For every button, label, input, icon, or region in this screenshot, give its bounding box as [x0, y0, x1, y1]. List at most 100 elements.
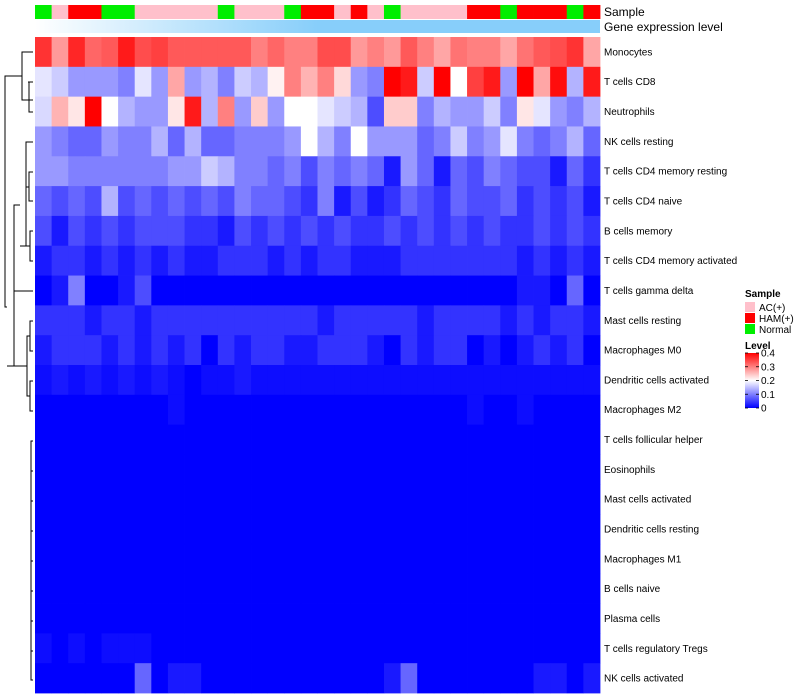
heatmap-cell	[167, 215, 185, 247]
heatmap-cell	[566, 275, 584, 306]
heatmap-cell	[467, 543, 485, 575]
heatmap-cell	[583, 275, 601, 306]
heatmap-cell	[550, 275, 568, 306]
heatmap-cell	[35, 126, 53, 157]
sample-cell	[251, 5, 269, 19]
row-label: T cells follicular helper	[604, 435, 703, 446]
heatmap-cell	[217, 37, 235, 68]
heatmap-cell	[583, 365, 601, 396]
heatmap-cell	[167, 365, 185, 396]
heatmap-cell	[234, 484, 252, 515]
heatmap-cell	[101, 603, 119, 634]
heatmap-cell	[383, 514, 401, 545]
heatmap-cell	[234, 603, 252, 634]
heatmap-cell	[251, 543, 269, 575]
heatmap-cell	[550, 514, 568, 545]
heatmap-cell	[433, 394, 451, 426]
heatmap-cell	[433, 603, 451, 634]
heatmap-cell	[400, 663, 418, 694]
heatmap-cell	[300, 126, 318, 157]
heatmap-cell	[450, 543, 468, 575]
heatmap-cell	[400, 603, 418, 634]
heatmap-cell	[118, 126, 136, 157]
heatmap-cell	[566, 186, 584, 217]
row-label: Mast cells resting	[604, 316, 681, 327]
heatmap-cell	[151, 394, 169, 426]
heatmap-cell	[35, 335, 53, 366]
heatmap-cell	[51, 126, 69, 157]
heatmap-cell	[433, 37, 451, 68]
heatmap-cell	[483, 663, 501, 694]
heatmap-cell	[350, 305, 368, 336]
heatmap-cell	[334, 126, 352, 157]
heatmap-cell	[533, 573, 551, 604]
heatmap-cell	[383, 126, 401, 157]
heatmap-cell	[334, 335, 352, 366]
heatmap-cell	[284, 543, 302, 575]
heatmap-cell	[217, 245, 235, 276]
sample-cell	[134, 5, 152, 19]
heatmap-cell	[450, 573, 468, 604]
heatmap-cell	[68, 603, 86, 634]
heatmap-cell	[151, 424, 169, 455]
heatmap-cell	[467, 573, 485, 604]
heatmap-cell	[167, 424, 185, 455]
heatmap-cell	[68, 186, 86, 217]
heatmap-cell	[251, 365, 269, 396]
heatmap-cell	[334, 215, 352, 247]
heatmap-cell	[566, 126, 584, 157]
heatmap-cell	[383, 186, 401, 217]
heatmap-cell	[500, 66, 518, 98]
heatmap-cell	[267, 394, 285, 426]
heatmap-cell	[500, 633, 518, 664]
heatmap-cell	[51, 96, 69, 127]
heatmap-cell	[151, 633, 169, 664]
heatmap-cell	[217, 305, 235, 336]
heatmap-cell	[101, 37, 119, 68]
heatmap-cell	[234, 215, 252, 247]
heatmap-cell	[84, 66, 102, 98]
heatmap-cell	[533, 37, 551, 68]
heatmap-cell	[167, 603, 185, 634]
heatmap-cell	[101, 573, 119, 604]
heatmap-cell	[201, 245, 219, 276]
heatmap-cell	[334, 484, 352, 515]
heatmap-cell	[51, 245, 69, 276]
heatmap-cell	[367, 186, 385, 217]
heatmap-cell	[583, 66, 601, 98]
heatmap-cell	[51, 215, 69, 247]
heatmap-cell	[433, 514, 451, 545]
heatmap-cell	[566, 37, 584, 68]
heatmap-cell	[234, 186, 252, 217]
heatmap-cell	[383, 335, 401, 366]
heatmap-cell	[483, 573, 501, 604]
heatmap-cell	[500, 663, 518, 694]
heatmap-cell	[566, 215, 584, 247]
heatmap-cell	[516, 424, 534, 455]
heatmap-cell	[267, 215, 285, 247]
heatmap-cell	[383, 305, 401, 336]
heatmap-cell	[350, 66, 368, 98]
heatmap-cell	[583, 573, 601, 604]
heatmap-cell	[284, 514, 302, 545]
heatmap-cell	[334, 633, 352, 664]
heatmap-cell	[151, 245, 169, 276]
heatmap-cell	[151, 37, 169, 68]
heatmap-cell	[234, 335, 252, 366]
heatmap-cell	[151, 186, 169, 217]
heatmap-cell	[234, 305, 252, 336]
heatmap-cell	[550, 66, 568, 98]
heatmap-cell	[68, 275, 86, 306]
heatmap-cell	[134, 394, 152, 426]
heatmap-cell	[433, 484, 451, 515]
heatmap-cell	[251, 37, 269, 68]
heatmap-cell	[51, 305, 69, 336]
heatmap-cell	[284, 484, 302, 515]
heatmap-cell	[516, 365, 534, 396]
heatmap-cell	[284, 66, 302, 98]
heatmap-cell	[483, 603, 501, 634]
heatmap-cell	[500, 484, 518, 515]
heatmap-cell	[134, 484, 152, 515]
heatmap-cell	[516, 96, 534, 127]
heatmap-cell	[417, 424, 435, 455]
